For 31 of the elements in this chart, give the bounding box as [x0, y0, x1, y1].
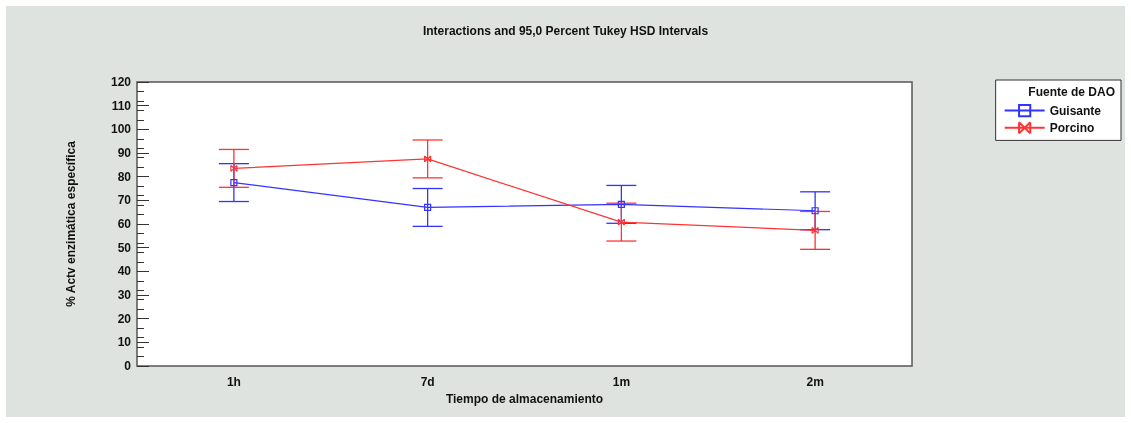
y-tick-label: 70	[117, 193, 132, 208]
y-tick-label: 80	[117, 169, 132, 184]
point	[811, 207, 819, 215]
x-tick-label: 1m	[612, 375, 631, 389]
legend-title: Fuente de DAO	[1028, 85, 1115, 99]
y-tick-label: 0	[124, 359, 132, 373]
x-axis-title: Tiempo de almacenamiento	[445, 391, 604, 406]
point	[230, 178, 238, 187]
point	[811, 226, 819, 234]
x-tick-label: 1h	[226, 375, 241, 389]
point	[617, 218, 625, 226]
y-tick-label: 110	[111, 98, 132, 113]
y-tick-label: 100	[110, 122, 132, 137]
y-axis-title: % Actv enzimática específica	[64, 140, 78, 307]
point	[230, 164, 238, 172]
y-tick-label: 50	[117, 240, 132, 255]
point	[424, 155, 432, 163]
y-tick-label: 10	[117, 335, 132, 350]
x-tick-label: 2m	[806, 375, 824, 389]
legend-label: Porcino	[1049, 120, 1095, 135]
point	[617, 200, 625, 208]
legend-label: Guisante	[1049, 103, 1102, 118]
y-tick-label: 60	[117, 217, 132, 231]
y-tick-label: 120	[110, 75, 132, 89]
chart-title: Interactions and 95,0 Percent Tukey HSD Intervals	[422, 24, 709, 38]
y-tick-label: 20	[117, 311, 132, 326]
y-tick-label: 30	[117, 288, 132, 302]
y-tick-label: 40	[117, 264, 132, 279]
point	[424, 203, 432, 212]
y-tick-label: 90	[117, 146, 132, 160]
x-tick-label: 7d	[420, 375, 435, 389]
